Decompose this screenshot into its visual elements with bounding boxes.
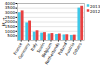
svg-text:Netherlands: Netherlands [43, 41, 61, 66]
svg-text:Austria: Austria [63, 41, 76, 57]
svg-text:2012: 2012 [90, 9, 100, 14]
svg-text:2000: 2000 [5, 19, 16, 24]
svg-text:Belgium: Belgium [40, 41, 53, 59]
svg-text:Italy: Italy [29, 41, 39, 52]
svg-text:3000: 3000 [5, 10, 16, 15]
svg-text:2500: 2500 [5, 15, 16, 20]
svg-text:3500: 3500 [5, 5, 16, 10]
svg-text:1000: 1000 [5, 29, 16, 34]
svg-text:kt →: kt → [1, 17, 6, 26]
svg-text:500: 500 [7, 33, 15, 38]
svg-text:Poland: Poland [56, 41, 68, 56]
svg-text:4000: 4000 [5, 1, 16, 6]
svg-text:Germany: Germany [17, 41, 31, 60]
svg-text:1500: 1500 [5, 24, 16, 29]
svg-text:Spain: Spain [35, 41, 46, 54]
svg-text:Others: Others [72, 42, 83, 56]
svg-text:France: France [12, 41, 24, 56]
